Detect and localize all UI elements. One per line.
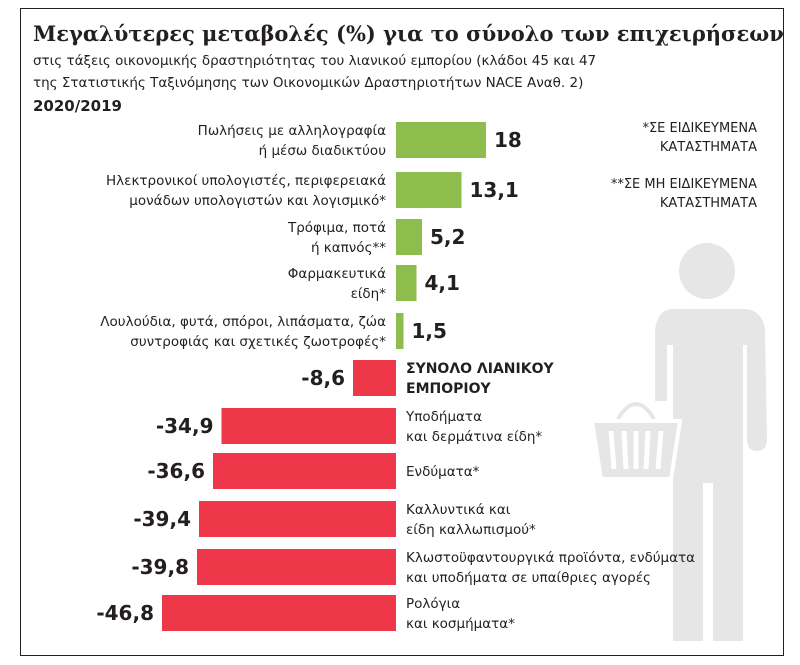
- bar-7: [213, 453, 396, 489]
- bar-5: [353, 360, 396, 396]
- bar-value-label-8: -39,4: [133, 507, 191, 531]
- bar-value-label-10: -46,8: [96, 601, 154, 625]
- bar-chart: 18 Πωλήσεις με αλληλογραφία ή μέσω διαδικτ…: [96, 122, 767, 641]
- bar-value-label-7: -36,6: [147, 459, 205, 483]
- footnote-specialized-line-1: *ΣΕ ΕΙΔΙΚΕΥΜΕΝΑ: [642, 121, 757, 136]
- bar-2: [396, 219, 422, 255]
- bar-category-label-3: Φαρμακευτικά είδη*: [288, 266, 386, 302]
- bar-6: [221, 408, 396, 444]
- bar-8: [199, 501, 396, 537]
- chart-bars: 18 Πωλήσεις με αλληλογραφία ή μέσω διαδικτ…: [96, 122, 695, 632]
- bar-category-label-5: ΣΥΝΟΛΟ ΛΙΑΝΙΚΟΥ ΕΜΠΟΡΙΟΥ: [406, 361, 554, 397]
- bar-category-label-6: Υποδήματα και δερμάτινα είδη*: [405, 409, 542, 445]
- bar-3: [396, 265, 417, 301]
- bar-9: [197, 549, 396, 585]
- bar-category-label-0: Πωλήσεις με αλληλογραφία ή μέσω διαδικτύο…: [198, 123, 387, 159]
- bar-category-label-4: Λουλούδια, φυτά, σπόροι, λιπάσματα, ζώα σ…: [100, 314, 386, 350]
- bar-category-label-7: Ενδύματα*: [406, 464, 480, 480]
- bar-value-label-4: 1,5: [412, 319, 447, 343]
- chart-frame: Μεγαλύτερες μεταβολές (%) για το σύνολο …: [20, 8, 784, 656]
- bar-value-label-6: -34,9: [156, 414, 214, 438]
- chart-subtitle-line-1: στις τάξεις οικονομικής δραστηριότητας τ…: [33, 53, 597, 69]
- bar-category-label-2: Τρόφιμα, ποτά ή καπνός**: [287, 220, 386, 256]
- bar-category-label-9: Κλωστοϋφαντουργικά προϊόντα, ενδύματα και…: [406, 550, 695, 586]
- footnote-non-specialized-line-1: **ΣΕ ΜΗ ΕΙΔΙΚΕΥΜΕΝΑ: [610, 177, 757, 192]
- bar-value-label-1: 13,1: [470, 178, 519, 202]
- chart-title: Μεγαλύτερες μεταβολές (%) για το σύνολο …: [33, 21, 784, 46]
- bar-10: [162, 595, 396, 631]
- bar-category-label-8: Καλλυντικά και είδη καλλωπισμού*: [406, 502, 536, 538]
- bar-category-label-1: Ηλεκτρονικοί υπολογιστές, περιφερειακά μο…: [106, 173, 386, 209]
- bar-value-label-5: -8,6: [301, 366, 345, 390]
- bar-0: [396, 122, 486, 158]
- bar-value-label-2: 5,2: [430, 225, 465, 249]
- footnote-specialized-stores: *ΣΕ ΕΙΔΙΚΕΥΜΕΝΑ ΚΑΤΑΣΤΗΜΑΤΑ: [642, 119, 757, 157]
- shopping-basket-icon: [589, 402, 683, 481]
- bar-value-label-3: 4,1: [425, 271, 460, 295]
- chart-period: 2020/2019: [33, 97, 122, 115]
- footnote-specialized-line-2: ΚΑΤΑΣΤΗΜΑΤΑ: [659, 140, 757, 155]
- bar-value-label-9: -39,8: [131, 555, 189, 579]
- bar-1: [396, 172, 462, 208]
- footnote-non-specialized-line-2: ΚΑΤΑΣΤΗΜΑΤΑ: [659, 196, 757, 211]
- bar-category-label-10: Ρολόγια και κοσμήματα*: [406, 596, 515, 632]
- bar-4: [396, 313, 404, 349]
- footnote-non-specialized-stores: **ΣΕ ΜΗ ΕΙΔΙΚΕΥΜΕΝΑ ΚΑΤΑΣΤΗΜΑΤΑ: [611, 175, 757, 213]
- chart-subtitle-line-2: της Στατιστικής Ταξινόμησης των Οικονομι…: [33, 75, 584, 91]
- bar-value-label-0: 18: [494, 128, 522, 152]
- person-with-shopping-basket-icon: [655, 243, 767, 641]
